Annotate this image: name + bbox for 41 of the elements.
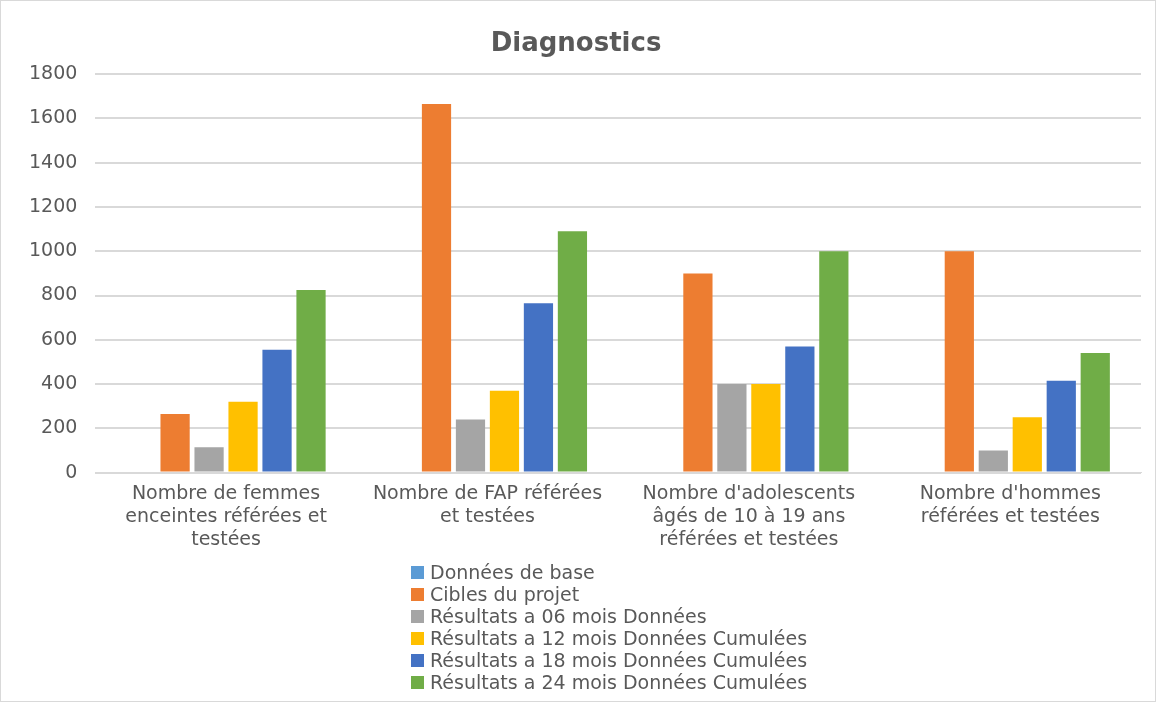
bar xyxy=(683,273,713,472)
bar xyxy=(785,346,815,472)
bar xyxy=(751,384,781,472)
y-tick-label: 1200 xyxy=(28,193,78,216)
x-tick-label: Nombre d'adolescents âgés de 10 à 19 ans référées et testées xyxy=(642,480,856,549)
bar xyxy=(228,401,258,472)
y-tick-label: 400 xyxy=(41,371,78,393)
bar xyxy=(557,231,588,472)
bar xyxy=(1080,353,1110,472)
bar xyxy=(819,251,849,472)
y-tick-label: 600 xyxy=(41,326,78,349)
y-tick-label: 800 xyxy=(41,282,78,305)
legend-label: Résultats a 18 mois Données Cumulées xyxy=(430,649,808,671)
y-tick-label: 0 xyxy=(65,459,78,482)
bar xyxy=(523,303,554,472)
bar xyxy=(978,450,1008,472)
y-tick-label: 1000 xyxy=(28,238,78,261)
bar xyxy=(489,390,520,472)
legend-label: Résultats a 06 mois Données xyxy=(430,605,707,627)
bar xyxy=(296,290,326,472)
x-tick-label: Nombre de femmes enceintes référées et testées xyxy=(125,480,327,549)
y-tick-label: 200 xyxy=(41,415,78,438)
bar xyxy=(194,447,224,472)
legend-label: Résultats a 12 mois Données Cumulées xyxy=(430,627,808,649)
legend-label: Résultats a 24 mois Données Cumulées xyxy=(430,671,808,693)
bar xyxy=(455,419,486,472)
bar xyxy=(262,349,292,472)
legend-label: Données de base xyxy=(430,561,595,583)
y-tick-label: 1600 xyxy=(28,105,78,128)
bar xyxy=(160,413,190,472)
bar xyxy=(421,104,452,472)
bar xyxy=(944,251,974,472)
bar xyxy=(1046,380,1076,472)
bar xyxy=(1012,417,1042,472)
bar xyxy=(717,384,747,472)
legend-label: Cibles du projet xyxy=(430,583,580,605)
x-tick-label: Nombre d'hommes référées et testées xyxy=(919,480,1101,526)
x-tick-label: Nombre de FAP référées et testées xyxy=(372,480,603,526)
y-tick-label: 1800 xyxy=(28,61,78,84)
y-tick-label: 1400 xyxy=(28,149,78,172)
chart-title: Diagnostics xyxy=(490,27,662,58)
